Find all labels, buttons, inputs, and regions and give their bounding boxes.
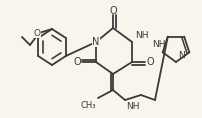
Text: O: O bbox=[146, 57, 154, 67]
Text: O: O bbox=[34, 29, 40, 38]
Text: CH₃: CH₃ bbox=[81, 101, 96, 110]
Text: N: N bbox=[92, 37, 100, 47]
Text: NH: NH bbox=[152, 40, 166, 49]
Text: O: O bbox=[109, 6, 117, 16]
Text: NH: NH bbox=[135, 31, 148, 40]
Text: N: N bbox=[178, 51, 185, 60]
Text: O: O bbox=[73, 57, 81, 67]
Text: NH: NH bbox=[126, 102, 140, 111]
